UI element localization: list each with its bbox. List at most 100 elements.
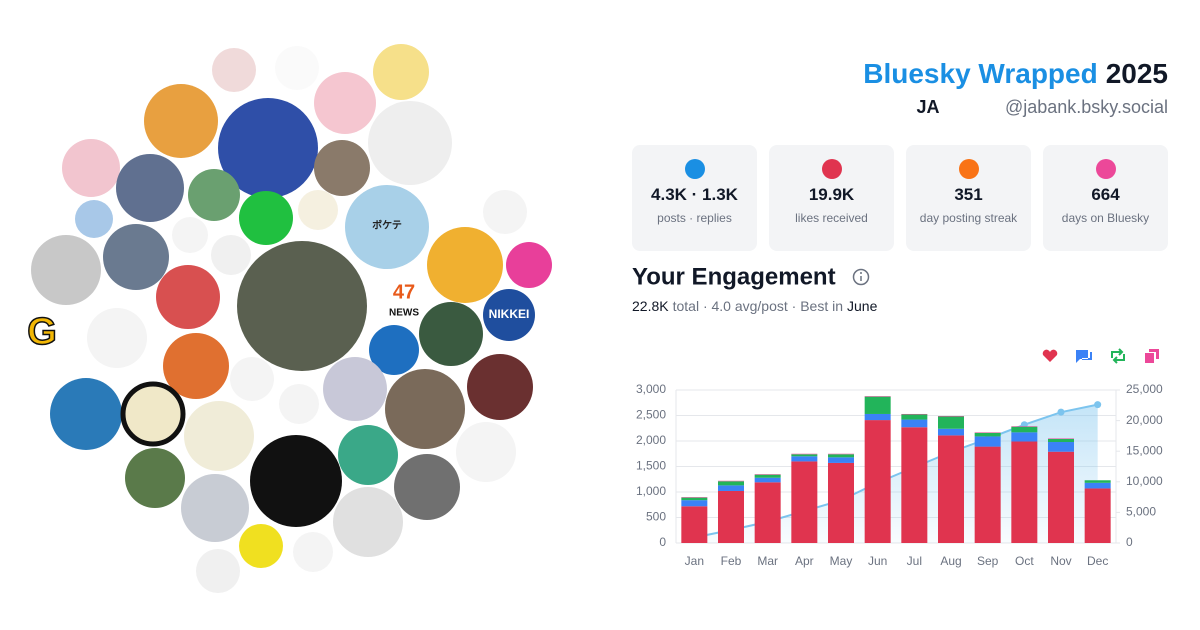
avatar[interactable] bbox=[250, 435, 342, 527]
bar-segment bbox=[974, 436, 1001, 447]
bar-segment bbox=[718, 480, 744, 482]
avatar[interactable] bbox=[483, 190, 527, 234]
avatar[interactable] bbox=[338, 425, 398, 485]
y-tick-label: 1,500 bbox=[636, 459, 666, 473]
bar-segment bbox=[1011, 432, 1038, 442]
avatar[interactable] bbox=[196, 549, 240, 593]
stat-value: 19.9K bbox=[808, 185, 855, 204]
avatar[interactable] bbox=[279, 384, 319, 424]
legend-icon[interactable] bbox=[1111, 348, 1125, 364]
line-point bbox=[1094, 401, 1102, 409]
avatar[interactable] bbox=[120, 381, 186, 447]
bar-segment bbox=[791, 453, 818, 455]
avatar[interactable] bbox=[456, 422, 516, 482]
avatar[interactable] bbox=[314, 72, 376, 134]
avatar[interactable] bbox=[314, 140, 370, 196]
avatar[interactable] bbox=[31, 235, 101, 305]
avatar[interactable] bbox=[483, 289, 535, 341]
avatar[interactable] bbox=[369, 325, 419, 375]
y-tick-label: 0 bbox=[659, 535, 666, 549]
info-icon[interactable] bbox=[852, 268, 870, 286]
avatar[interactable] bbox=[506, 242, 552, 288]
wrapped-title: Bluesky Wrapped 2025 bbox=[863, 58, 1168, 89]
bar-segment bbox=[754, 474, 781, 478]
y2-tick-label: 15,000 bbox=[1126, 443, 1163, 457]
avatar[interactable] bbox=[184, 401, 254, 471]
year: 2025 bbox=[1106, 58, 1168, 89]
avatar[interactable] bbox=[239, 191, 293, 245]
avatar[interactable] bbox=[103, 224, 169, 290]
avatar[interactable] bbox=[333, 487, 403, 557]
bar-segment bbox=[718, 481, 744, 486]
info-icon-dot bbox=[860, 272, 862, 274]
avatar[interactable] bbox=[368, 101, 452, 185]
avatar[interactable] bbox=[373, 44, 429, 100]
x-tick-label: Oct bbox=[1015, 554, 1034, 568]
avatar[interactable] bbox=[275, 46, 319, 90]
y2-tick-label: 10,000 bbox=[1126, 474, 1163, 488]
avatar[interactable] bbox=[345, 185, 429, 269]
bar-segment bbox=[901, 419, 928, 428]
legend-icon[interactable] bbox=[1145, 349, 1159, 363]
stat-card: 19.9K likes received bbox=[769, 145, 894, 251]
bar-segment bbox=[974, 432, 1001, 437]
avatar[interactable] bbox=[181, 474, 249, 542]
bar-segment bbox=[791, 454, 818, 457]
avatar[interactable] bbox=[239, 524, 283, 568]
best-month: June bbox=[847, 298, 878, 314]
avatar[interactable] bbox=[116, 154, 184, 222]
bar-segment bbox=[938, 416, 964, 417]
x-tick-label: Jan bbox=[685, 554, 704, 568]
avatar[interactable] bbox=[156, 265, 220, 329]
avatar[interactable] bbox=[230, 357, 274, 401]
legend-icon[interactable] bbox=[1076, 350, 1092, 363]
avatar[interactable] bbox=[125, 448, 185, 508]
title: Bluesky Wrapped bbox=[863, 58, 1097, 89]
bar-segment bbox=[1048, 438, 1074, 443]
bar-segment bbox=[938, 428, 964, 436]
avatar[interactable] bbox=[298, 190, 338, 230]
y2-tick-label: 20,000 bbox=[1126, 413, 1163, 427]
bar-segment bbox=[864, 396, 891, 397]
avatar[interactable] bbox=[50, 378, 122, 450]
avatar[interactable] bbox=[419, 302, 483, 366]
bar-segment bbox=[1084, 480, 1111, 483]
avatar[interactable] bbox=[62, 139, 120, 197]
avatar[interactable] bbox=[212, 48, 256, 92]
x-tick-label: Dec bbox=[1087, 554, 1108, 568]
avatar[interactable] bbox=[385, 369, 465, 449]
avatar[interactable] bbox=[172, 217, 208, 253]
avatar[interactable] bbox=[293, 532, 333, 572]
bar-segment bbox=[1048, 451, 1074, 543]
bar-segment bbox=[938, 435, 964, 543]
avatar-cluster bbox=[31, 44, 552, 593]
avatar[interactable] bbox=[323, 357, 387, 421]
avatar[interactable] bbox=[163, 333, 229, 399]
avatar[interactable] bbox=[467, 354, 533, 420]
bar-segment bbox=[754, 474, 781, 475]
avatar[interactable] bbox=[218, 98, 318, 198]
x-tick-label: Sep bbox=[977, 554, 999, 568]
avatar[interactable] bbox=[427, 227, 503, 303]
display-name: JA bbox=[916, 97, 939, 117]
bar-segment bbox=[718, 485, 744, 491]
stat-label: likes received bbox=[795, 211, 868, 225]
bar-segment bbox=[1011, 441, 1038, 543]
avatar[interactable] bbox=[87, 308, 147, 368]
total: 22.8K bbox=[632, 298, 669, 314]
stat-icon bbox=[821, 159, 842, 179]
y-tick-label: 1,000 bbox=[636, 484, 666, 498]
bar-segment bbox=[974, 432, 1001, 433]
legend-icon[interactable] bbox=[1042, 349, 1058, 362]
y2-tick-label: 25,000 bbox=[1126, 382, 1163, 396]
avatar[interactable] bbox=[144, 84, 218, 158]
stat-value: 351 bbox=[954, 185, 983, 204]
bar-segment bbox=[901, 414, 928, 420]
avatar[interactable] bbox=[237, 241, 367, 371]
avatar[interactable] bbox=[188, 169, 240, 221]
avatar[interactable] bbox=[394, 454, 460, 520]
line-point bbox=[1057, 408, 1065, 416]
x-tick-label: Feb bbox=[721, 554, 742, 568]
avatar[interactable] bbox=[75, 200, 113, 238]
avatar[interactable] bbox=[211, 235, 251, 275]
